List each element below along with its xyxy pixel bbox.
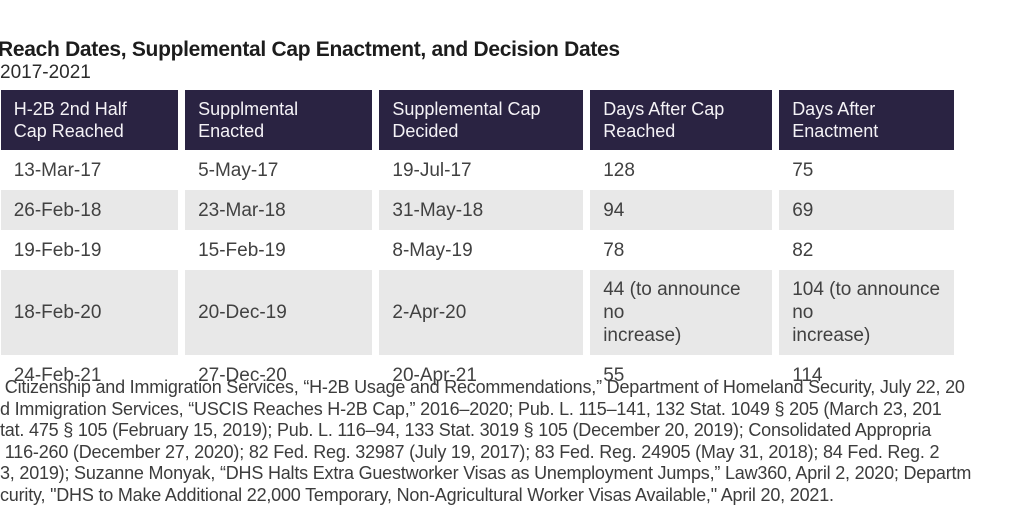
- table-cell: 75: [779, 150, 954, 190]
- header-row: H-2B 2nd Half Cap Reached Supplmental En…: [0, 90, 954, 150]
- column-header-cap-decided: Supplemental Cap Decided: [379, 90, 584, 150]
- table-row: 24-Feb-21 27-Dec-20 20-Apr-21 55 114: [0, 355, 954, 395]
- column-header-days-after-cap: Days After Cap Reached: [590, 90, 773, 150]
- table-cell: 94: [590, 190, 773, 230]
- table-cell: 2-Apr-20: [379, 270, 584, 355]
- source-line: 116-260 (December 27, 2020); 82 Fed. Reg…: [0, 441, 940, 462]
- table-cell: 19-Jul-17: [379, 150, 584, 190]
- table-cell: 19-Feb-19: [0, 230, 179, 270]
- table-cell: 27-Dec-20: [185, 355, 373, 395]
- table-row: 13-Mar-17 5-May-17 19-Jul-17 128 75: [0, 150, 954, 190]
- table-cell: 15-Feb-19: [185, 230, 373, 270]
- table-cell: 128: [590, 150, 773, 190]
- column-header-days-after-enactment: Days After Enactment: [779, 90, 954, 150]
- table-cell: 104 (to announce no increase): [779, 270, 954, 355]
- table-cell: 78: [590, 230, 773, 270]
- table-cell: 31-May-18: [379, 190, 584, 230]
- table-cell: 13-Mar-17: [0, 150, 179, 190]
- table-cell: 5-May-17: [185, 150, 373, 190]
- figure-subtitle: 2017-2021: [0, 62, 91, 83]
- source-line: curity, "DHS to Make Additional 22,000 T…: [0, 484, 834, 505]
- table-cell: 8-May-19: [379, 230, 584, 270]
- source-line: 3, 2019); Suzanne Monyak, “DHS Halts Ext…: [0, 463, 972, 483]
- column-header-supplemental-enacted: Supplmental Enacted: [185, 90, 373, 150]
- source-line: d Immigration Services, “USCIS Reaches H…: [0, 398, 942, 419]
- table-cell: 24-Feb-21: [0, 355, 179, 395]
- column-header-cap-reached: H-2B 2nd Half Cap Reached: [0, 90, 179, 150]
- table-cell: 23-Mar-18: [185, 190, 373, 230]
- table-cell: 44 (to announce no increase): [590, 270, 773, 355]
- table-row: 19-Feb-19 15-Feb-19 8-May-19 78 82: [0, 230, 954, 270]
- table-cell: 20-Apr-21: [379, 355, 584, 395]
- figure-title: Reach Dates, Supplemental Cap Enactment,…: [0, 38, 620, 61]
- table-cell: 69: [779, 190, 954, 230]
- source-note: Citizenship and Immigration Services, “H…: [0, 377, 1024, 506]
- table-row: 26-Feb-18 23-Mar-18 31-May-18 94 69: [0, 190, 954, 230]
- data-table: H-2B 2nd Half Cap Reached Supplmental En…: [0, 90, 961, 395]
- table-cell: 26-Feb-18: [0, 190, 179, 230]
- table-cell: 114: [779, 355, 954, 395]
- table-cell: 20-Dec-19: [185, 270, 373, 355]
- table-cell: 18-Feb-20: [0, 270, 179, 355]
- source-line: Citizenship and Immigration Services, “H…: [0, 377, 965, 397]
- table-row: 18-Feb-20 20-Dec-19 2-Apr-20 44 (to anno…: [0, 270, 954, 355]
- table-cell: 55: [590, 355, 773, 395]
- source-line: tat. 475 § 105 (February 15, 2019); Pub.…: [0, 420, 932, 440]
- table-cell: 82: [779, 230, 954, 270]
